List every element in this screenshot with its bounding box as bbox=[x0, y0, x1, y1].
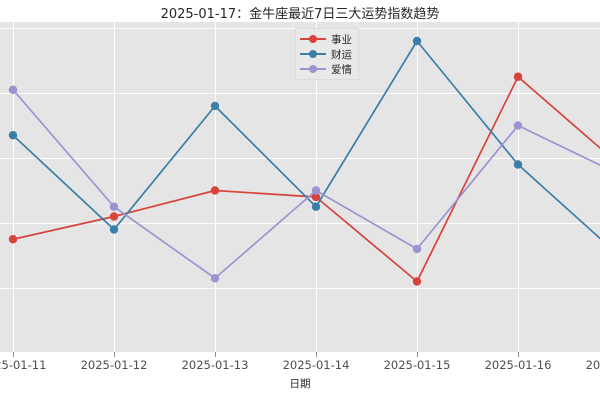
gridline-vertical bbox=[13, 22, 14, 352]
x-axis-tick bbox=[417, 352, 418, 357]
gridline-horizontal bbox=[0, 288, 600, 289]
series-1 bbox=[8, 72, 600, 286]
data-point-marker bbox=[109, 202, 119, 211]
series-line bbox=[12, 88, 600, 280]
data-point-marker bbox=[8, 131, 18, 140]
gridline-horizontal bbox=[0, 223, 600, 224]
data-point-marker bbox=[311, 192, 321, 202]
series-3 bbox=[8, 85, 600, 283]
gridline-horizontal bbox=[0, 158, 600, 159]
data-point-marker bbox=[311, 202, 321, 211]
gridline-horizontal bbox=[0, 93, 600, 94]
x-axis-tick bbox=[518, 352, 519, 357]
data-point-marker bbox=[412, 277, 422, 286]
x-axis-ticklabel: 2025-01-16 bbox=[484, 358, 552, 372]
legend-swatch-icon bbox=[300, 33, 326, 45]
data-point-marker bbox=[8, 85, 18, 94]
x-axis-tick bbox=[13, 352, 14, 357]
x-axis-ticklabel: 2025-01-12 bbox=[80, 358, 148, 372]
data-point-marker bbox=[412, 36, 422, 46]
series-2 bbox=[8, 36, 600, 240]
gridline-vertical bbox=[518, 22, 519, 352]
series-lines-group bbox=[8, 36, 600, 286]
legend-item-label: 爱情 bbox=[331, 63, 352, 76]
legend-item-label: 财运 bbox=[331, 48, 352, 61]
chart-legend: 事业 财运 爱情 bbox=[295, 28, 359, 80]
gridline-vertical bbox=[114, 22, 115, 352]
data-point-marker bbox=[513, 121, 523, 130]
data-point-marker bbox=[513, 160, 523, 169]
data-point-marker bbox=[109, 225, 119, 234]
x-axis-ticklabel: 2025-01-13 bbox=[181, 358, 249, 372]
x-axis-tick bbox=[316, 352, 317, 357]
x-axis-tick bbox=[215, 352, 216, 357]
legend-item-label: 事业 bbox=[331, 33, 352, 46]
data-point-marker bbox=[109, 212, 119, 221]
series-line bbox=[12, 75, 600, 283]
data-point-marker bbox=[210, 274, 220, 283]
x-axis-ticks bbox=[0, 352, 600, 358]
data-point-marker bbox=[311, 186, 321, 195]
data-point-marker bbox=[412, 244, 422, 254]
legend-item-财运[interactable]: 财运 bbox=[300, 47, 352, 61]
x-axis-ticklabel: 2025-01-17 bbox=[585, 358, 600, 372]
x-axis-ticklabel: 2025-01-14 bbox=[282, 358, 350, 372]
legend-item-爱情[interactable]: 爱情 bbox=[300, 62, 352, 76]
data-point-marker bbox=[210, 101, 220, 111]
x-axis-ticklabels: 2025-01-11 2025-01-12 2025-01-13 2025-01-14… bbox=[0, 358, 600, 374]
x-axis-ticklabel: 2025-01-15 bbox=[383, 358, 451, 372]
gridline-vertical bbox=[417, 22, 418, 352]
legend-swatch-icon bbox=[300, 48, 326, 60]
x-axis-tick bbox=[114, 352, 115, 357]
legend-swatch-icon bbox=[300, 63, 326, 75]
data-point-marker bbox=[8, 235, 18, 244]
x-axis-ticklabel: 2025-01-11 bbox=[0, 358, 47, 372]
legend-item-事业[interactable]: 事业 bbox=[300, 32, 352, 46]
data-point-marker bbox=[210, 186, 220, 195]
x-axis-label: 日期 bbox=[289, 378, 311, 390]
data-point-marker bbox=[513, 72, 523, 81]
chart-title: 2025-01-17：金牛座最近7日三大运势指数趋势 bbox=[160, 7, 440, 22]
